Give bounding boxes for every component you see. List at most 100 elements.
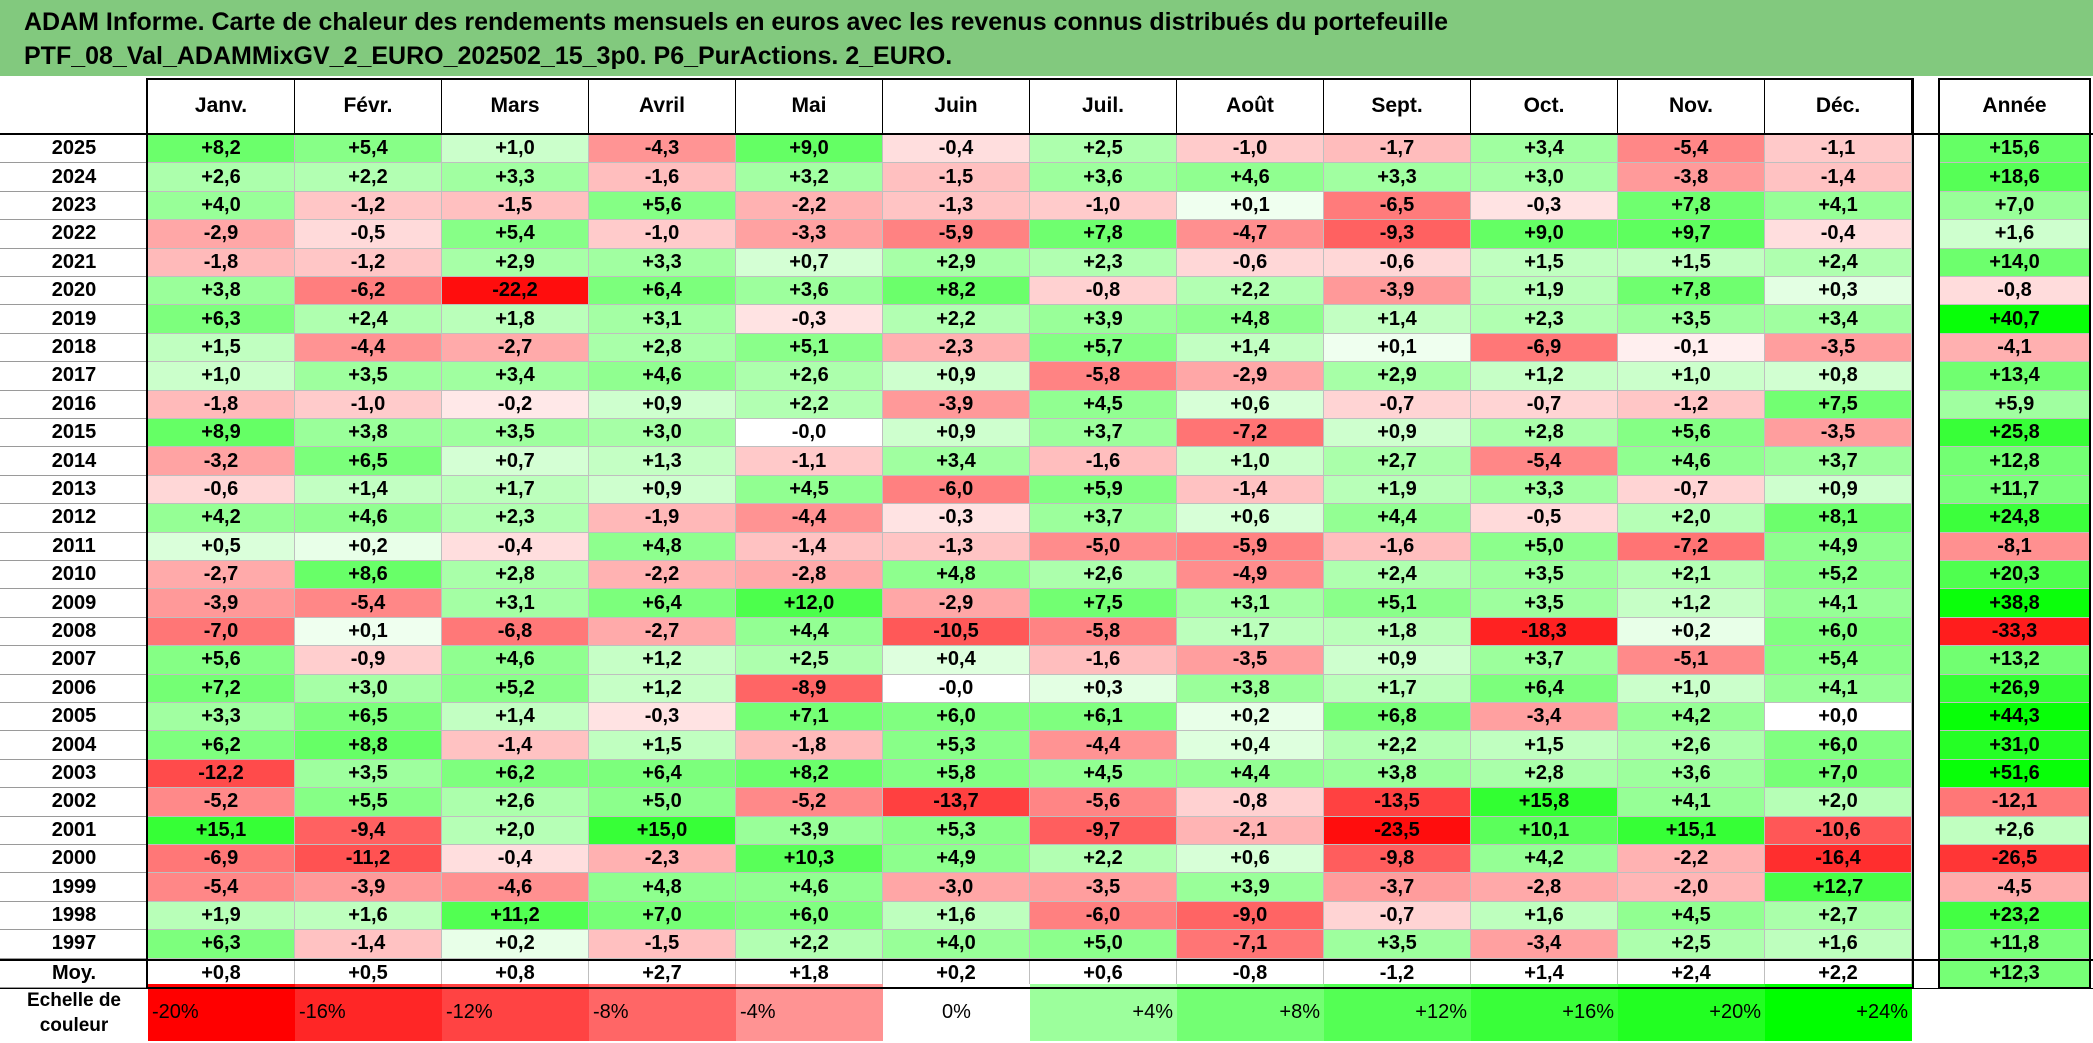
heatmap-cell: +3,3 <box>442 163 589 192</box>
heatmap-cell: -1,6 <box>1324 532 1471 561</box>
heatmap-cell: -0,0 <box>736 419 883 448</box>
year-label: 2012 <box>0 504 148 533</box>
heatmap-cell: -3,4 <box>1471 703 1618 732</box>
heatmap-cell: +4,4 <box>1324 504 1471 533</box>
annual-header-border <box>1939 78 1940 134</box>
annual-header: Année <box>1940 78 2090 134</box>
heatmap-cell: -1,2 <box>295 191 442 221</box>
heatmap-cell: +1,8 <box>442 305 589 334</box>
heatmap-cell: +4,9 <box>883 845 1030 874</box>
heatmap-cell: +4,6 <box>1618 447 1765 476</box>
heatmap-cell: +2,6 <box>736 362 883 391</box>
heatmap-cell: -4,3 <box>589 135 736 164</box>
heatmap-cell: +3,4 <box>442 362 589 391</box>
heatmap-cell: +4,2 <box>148 504 295 533</box>
heatmap-cell: +0,3 <box>1765 277 1912 306</box>
heatmap-cell: -0,8 <box>1030 277 1177 306</box>
heatmap-cell: +1,5 <box>1618 248 1765 277</box>
heatmap-cell: +6,3 <box>148 305 295 334</box>
heatmap-cell: -0,7 <box>1324 901 1471 931</box>
heatmap-cell: +10,1 <box>1471 816 1618 845</box>
annual-cell: +11,8 <box>1940 930 2090 959</box>
heatmap-cell: +1,7 <box>1324 674 1471 703</box>
annual-cell: +18,6 <box>1940 163 2090 192</box>
heatmap-cell: -0,5 <box>295 220 442 249</box>
heatmap-cell: +6,2 <box>148 731 295 760</box>
heatmap-cell: -0,3 <box>883 504 1030 533</box>
heatmap-cell: -9,8 <box>1324 845 1471 874</box>
heatmap-cell: -7,0 <box>148 617 295 647</box>
heatmap-cell: +3,6 <box>1618 759 1765 789</box>
heatmap-cell: +2,8 <box>1471 759 1618 789</box>
heatmap-cell: +1,4 <box>442 703 589 732</box>
heatmap-cell: +2,0 <box>442 816 589 845</box>
year-label: 2014 <box>0 447 148 476</box>
heatmap-cell: +0,6 <box>1177 845 1324 874</box>
heatmap-cell: +2,0 <box>1765 788 1912 817</box>
color-scale-swatch: -4% <box>736 984 883 1041</box>
heatmap-cell: +5,2 <box>1765 561 1912 590</box>
heatmap-cell: +5,6 <box>148 646 295 675</box>
heatmap-cell: +3,0 <box>1471 163 1618 192</box>
month-header: Nov. <box>1618 78 1765 134</box>
heatmap-cell: -5,4 <box>1618 135 1765 164</box>
heatmap-cell: -2,7 <box>589 617 736 647</box>
annual-cell: +11,7 <box>1940 475 2090 505</box>
heatmap-cell: +5,0 <box>1471 532 1618 561</box>
heatmap-cell: -0,3 <box>589 703 736 732</box>
heatmap-cell: +4,8 <box>883 561 1030 590</box>
heatmap-cell: +3,9 <box>736 816 883 845</box>
heatmap-cell: +7,1 <box>736 703 883 732</box>
heatmap-cell: -3,5 <box>1765 333 1912 363</box>
heatmap-cell: +1,5 <box>1471 731 1618 760</box>
heatmap-cell: +5,7 <box>1030 333 1177 363</box>
heatmap-cell: +6,4 <box>589 277 736 306</box>
heatmap-cell: -3,0 <box>883 873 1030 902</box>
heatmap-cell: +1,2 <box>1618 589 1765 618</box>
heatmap-cell: -0,9 <box>295 646 442 675</box>
heatmap-cell: +2,6 <box>1030 561 1177 590</box>
heatmap-cell: +2,8 <box>442 561 589 590</box>
heatmap-cell: +0,9 <box>883 362 1030 391</box>
color-scale-swatch: +16% <box>1471 984 1618 1041</box>
heatmap-cell: -13,5 <box>1324 788 1471 817</box>
heatmap-cell: -6,0 <box>1030 901 1177 931</box>
heatmap-cell: -2,2 <box>736 191 883 221</box>
heatmap-cell: +6,0 <box>883 703 1030 732</box>
color-scale-swatch: +8% <box>1177 984 1324 1041</box>
heatmap-cell: -1,3 <box>883 191 1030 221</box>
year-label: 2017 <box>0 362 148 391</box>
heatmap-cell: +1,9 <box>148 901 295 931</box>
heatmap-cell: +4,6 <box>1177 163 1324 192</box>
heatmap-cell: -2,8 <box>736 561 883 590</box>
heatmap-cell: +4,5 <box>1030 390 1177 419</box>
heatmap-cell: -1,0 <box>295 390 442 419</box>
heatmap-cell: +0,2 <box>1618 617 1765 647</box>
heatmap-cell: +1,6 <box>1471 901 1618 931</box>
heatmap-cell: -9,4 <box>295 816 442 845</box>
heatmap-cell: -3,9 <box>883 390 1030 419</box>
heatmap-cell: -1,7 <box>1324 135 1471 164</box>
color-scale-swatch: +24% <box>1765 984 1912 1041</box>
average-cell: +0,5 <box>295 959 442 988</box>
heatmap-cell: -0,6 <box>1324 248 1471 277</box>
heatmap-cell: +2,5 <box>1030 135 1177 164</box>
heatmap-cell: +9,7 <box>1618 220 1765 249</box>
heatmap-cell: +0,6 <box>1177 504 1324 533</box>
annual-cell: +44,3 <box>1940 703 2090 732</box>
year-label: 2018 <box>0 334 148 363</box>
heatmap-cell: -9,3 <box>1324 220 1471 249</box>
heatmap-cell: +5,0 <box>589 788 736 817</box>
heatmap-cell: -16,4 <box>1765 845 1912 874</box>
heatmap-cell: +0,6 <box>1177 390 1324 419</box>
heatmap-cell: +12,7 <box>1765 873 1912 902</box>
heatmap-cell: +4,8 <box>589 532 736 561</box>
heatmap-cell: +10,3 <box>736 845 883 874</box>
heatmap-cell: +1,0 <box>1177 447 1324 476</box>
heatmap-cell: -2,7 <box>442 333 589 363</box>
heatmap-cell: +2,9 <box>442 248 589 277</box>
heatmap-cell: +4,1 <box>1765 674 1912 703</box>
heatmap-cell: -3,7 <box>1324 873 1471 902</box>
average-cell: +1,4 <box>1471 959 1618 988</box>
annual-cell: +38,8 <box>1940 589 2090 618</box>
